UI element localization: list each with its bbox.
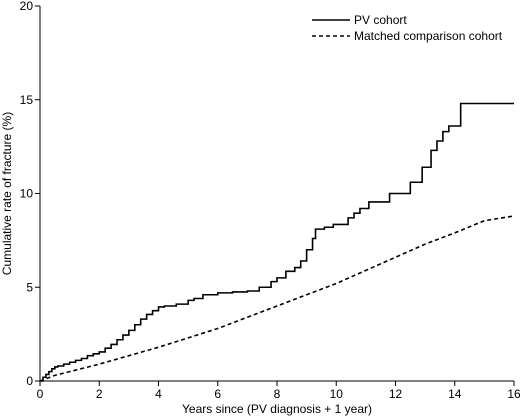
y-tick-label-15: 15 [20,93,34,107]
x-tick-label-6: 6 [214,387,221,401]
axes: 0 2 4 6 8 10 12 14 16 0 5 10 15 20 [20,0,520,401]
x-tick-label-8: 8 [274,387,281,401]
series-line-matched-comparison-cohort [39,215,515,382]
x-tick-label-0: 0 [37,387,44,401]
legend-label-matched-comparison-cohort: Matched comparison cohort [354,29,503,43]
y-tick-label-0: 0 [26,374,33,388]
y-tick-label-20: 20 [20,0,34,13]
x-tick-label-10: 10 [330,387,344,401]
y-tick-label-5: 5 [26,280,33,294]
x-tick-label-16: 16 [507,387,520,401]
x-tick-label-14: 14 [448,387,462,401]
y-axis-label: Cumulative rate of fracture (%) [0,112,14,275]
y-tick-label-10: 10 [20,187,34,201]
legend-label-pv-cohort: PV cohort [354,13,407,27]
legend: PV cohort Matched comparison cohort [312,13,503,43]
x-ticks: 0 2 4 6 8 10 12 14 16 [37,381,520,401]
x-tick-label-4: 4 [155,387,162,401]
series-layer [39,102,515,382]
x-axis-label: Years since (PV diagnosis + 1 year) [182,402,372,416]
x-tick-label-12: 12 [389,387,403,401]
y-ticks: 0 5 10 15 20 [20,0,40,388]
x-tick-label-2: 2 [96,387,103,401]
series-line-pv-cohort [40,102,514,382]
